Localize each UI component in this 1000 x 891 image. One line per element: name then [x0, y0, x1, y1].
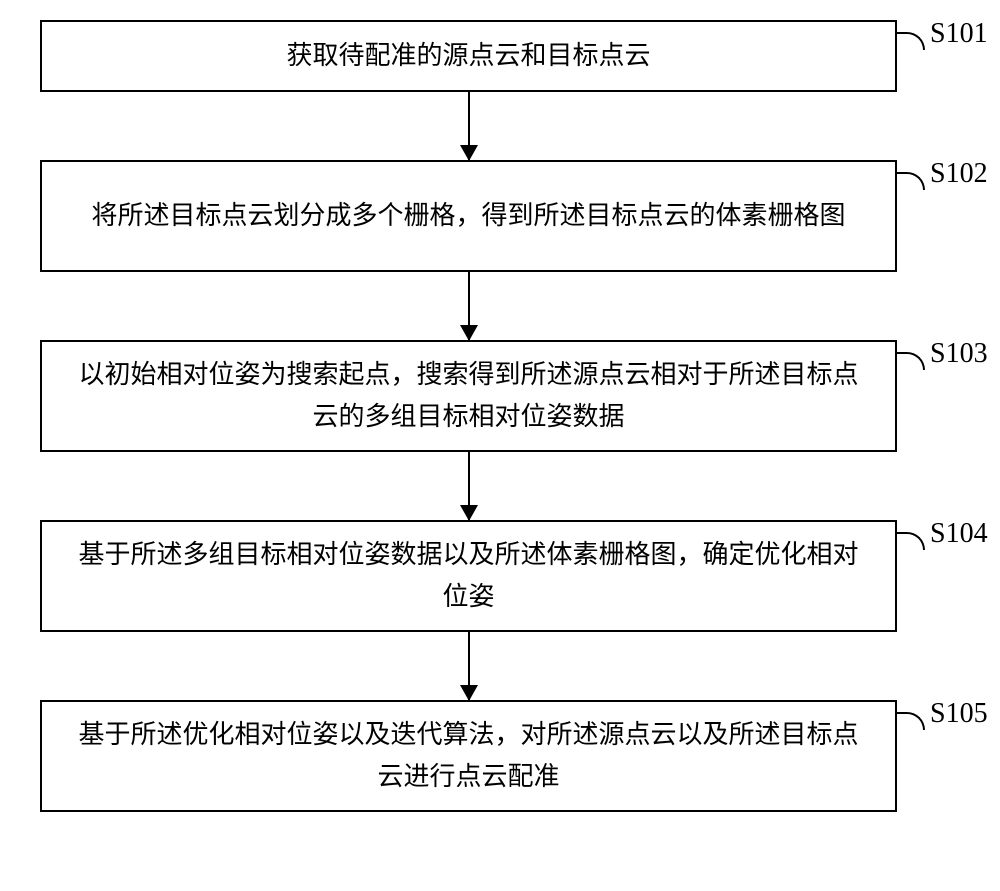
step-label-s103: S103: [930, 338, 988, 370]
flow-box-s102: 将所述目标点云划分成多个栅格，得到所述目标点云的体素栅格图: [40, 160, 897, 272]
label-connector-s101: [897, 32, 925, 50]
flow-row-s105: 基于所述优化相对位姿以及迭代算法，对所述源点云以及所述目标点云进行点云配准 S1…: [40, 700, 960, 812]
flow-text-s105: 基于所述优化相对位姿以及迭代算法，对所述源点云以及所述目标点云进行点云配准: [66, 714, 871, 797]
flow-row-s103: 以初始相对位姿为搜索起点，搜索得到所述源点云相对于所述目标点云的多组目标相对位姿…: [40, 340, 960, 452]
step-label-s102: S102: [930, 158, 988, 190]
flow-row-s101: 获取待配准的源点云和目标点云 S101: [40, 20, 960, 92]
flow-row-s104: 基于所述多组目标相对位姿数据以及所述体素栅格图，确定优化相对位姿 S104: [40, 520, 960, 632]
step-label-s104: S104: [930, 518, 988, 550]
flow-text-s103: 以初始相对位姿为搜索起点，搜索得到所述源点云相对于所述目标点云的多组目标相对位姿…: [66, 354, 871, 437]
flow-text-s104: 基于所述多组目标相对位姿数据以及所述体素栅格图，确定优化相对位姿: [66, 534, 871, 617]
arrow-s101-s102: [40, 92, 897, 160]
arrow-s103-s104: [40, 452, 897, 520]
flow-text-s101: 获取待配准的源点云和目标点云: [286, 35, 650, 77]
arrow-s104-s105: [40, 632, 897, 700]
flow-box-s101: 获取待配准的源点云和目标点云: [40, 20, 897, 92]
label-connector-s102: [897, 172, 925, 190]
flow-box-s105: 基于所述优化相对位姿以及迭代算法，对所述源点云以及所述目标点云进行点云配准: [40, 700, 897, 812]
arrow-s102-s103: [40, 272, 897, 340]
flow-text-s102: 将所述目标点云划分成多个栅格，得到所述目标点云的体素栅格图: [91, 195, 845, 237]
step-label-s101: S101: [930, 18, 988, 50]
label-connector-s105: [897, 712, 925, 730]
flowchart-container: 获取待配准的源点云和目标点云 S101 将所述目标点云划分成多个栅格，得到所述目…: [40, 20, 960, 812]
flow-box-s103: 以初始相对位姿为搜索起点，搜索得到所述源点云相对于所述目标点云的多组目标相对位姿…: [40, 340, 897, 452]
flow-row-s102: 将所述目标点云划分成多个栅格，得到所述目标点云的体素栅格图 S102: [40, 160, 960, 272]
step-label-s105: S105: [930, 698, 988, 730]
flow-box-s104: 基于所述多组目标相对位姿数据以及所述体素栅格图，确定优化相对位姿: [40, 520, 897, 632]
label-connector-s104: [897, 532, 925, 550]
label-connector-s103: [897, 352, 925, 370]
